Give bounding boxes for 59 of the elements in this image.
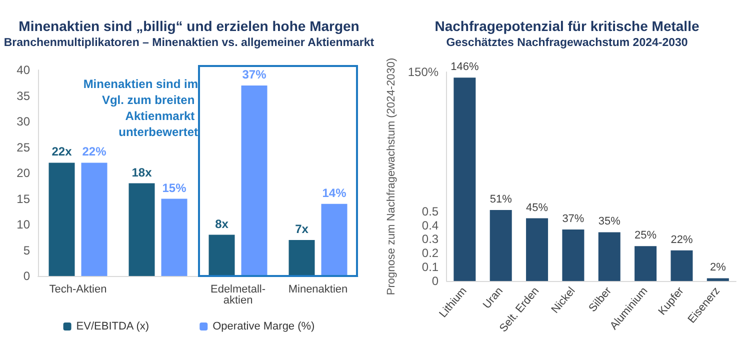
bar [288, 240, 315, 276]
data-label: 7x [295, 222, 309, 236]
data-label: 18x [132, 165, 152, 180]
chart-subtitle: Branchenmultiplikatoren – Minenaktien vs. allgemeiner Aktienmarkt [4, 37, 374, 49]
y-tick-label: 20 [16, 166, 30, 180]
data-label: 37% [242, 67, 267, 82]
y-tick-label: 0 [23, 269, 30, 283]
y-tick-label: 0.3 [422, 232, 439, 246]
chart-title: Minenaktien sind „billig“ und erzielen hohe Margen [18, 18, 360, 34]
y-tick-label: 0.2 [422, 246, 439, 260]
legend-label: EV/EBITDA (x) [76, 320, 150, 332]
y-tick-label: 25 [16, 140, 30, 154]
y-tick-label: 5 [23, 243, 30, 258]
data-label: 2% [710, 262, 726, 274]
data-label: 35% [598, 216, 621, 228]
legend-label: Operative Marge (%) [212, 320, 315, 332]
x-tick-label: Minenaktien [288, 284, 348, 296]
chart-title: Nachfragepotenzial für kritische Metalle [434, 18, 700, 34]
y-tick-label: 40 [16, 63, 30, 77]
bar [562, 229, 584, 281]
bar [81, 162, 108, 276]
y-tick-label: 0.1 [422, 260, 439, 274]
y-tick-label: 150% [408, 65, 439, 79]
bar [454, 78, 476, 281]
data-label: 51% [490, 193, 512, 206]
data-label: 22% [82, 144, 107, 159]
y-tick-label: 35 [16, 88, 30, 103]
bar [634, 246, 657, 281]
chart-subtitle: Geschätztes Nachfragewachstum 2024-2030 [446, 37, 688, 49]
annotation: Minenaktien sind im Vgl. zum breiten Aktienmarkt unterbewertet [83, 77, 198, 139]
bar [241, 85, 268, 276]
bar [208, 234, 235, 276]
x-tick-label: Edelmetall-aktien [210, 284, 266, 306]
bar [128, 183, 155, 276]
y-tick-label: 30 [16, 114, 30, 128]
bar [48, 162, 75, 276]
data-label: 22x [52, 144, 72, 159]
bar [598, 232, 620, 281]
bar [706, 278, 729, 281]
y-tick-label: 0.5 [422, 204, 439, 218]
data-label: 14% [322, 186, 347, 200]
y-axis-title: Prognose zum Nachfragewachstum (2024-2030) [386, 58, 398, 296]
y-tick-label: 15 [16, 192, 30, 206]
data-label: 37% [562, 212, 584, 225]
bar [526, 218, 548, 281]
data-label: 25% [634, 230, 657, 242]
x-tick-label: Tech-Aktien [49, 284, 107, 296]
y-tick-label: 10 [16, 218, 30, 232]
bar [670, 250, 693, 281]
bar [161, 198, 188, 276]
data-label: 15% [162, 180, 187, 195]
bar [321, 204, 348, 276]
y-tick-label: 0 [432, 274, 439, 288]
y-tick-label: 0.4 [422, 218, 439, 232]
bar [490, 210, 512, 281]
data-label: 45% [526, 202, 548, 214]
data-label: 22% [670, 234, 693, 246]
data-label: 146% [450, 61, 479, 74]
data-label: 8x [215, 216, 229, 231]
